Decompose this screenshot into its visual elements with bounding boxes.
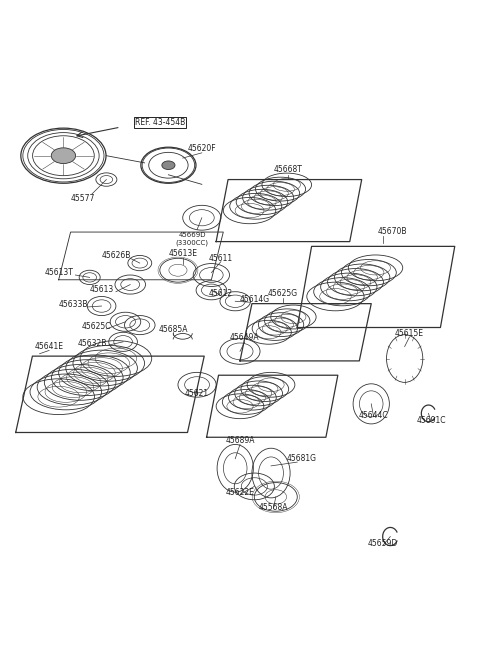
Text: 45612: 45612: [209, 288, 233, 297]
Text: 45614G: 45614G: [239, 295, 269, 304]
Text: 45622E: 45622E: [226, 489, 254, 498]
Text: 45633B: 45633B: [58, 300, 88, 309]
Text: 45620F: 45620F: [188, 144, 216, 153]
Text: 45613: 45613: [89, 285, 114, 293]
Ellipse shape: [162, 161, 175, 170]
Text: 45613E: 45613E: [168, 249, 197, 258]
Text: 45669D
(3300CC): 45669D (3300CC): [176, 232, 209, 246]
Text: 45681G: 45681G: [287, 454, 317, 463]
Text: 45632B: 45632B: [77, 339, 107, 348]
Text: 45644C: 45644C: [359, 411, 388, 420]
Text: 45625C: 45625C: [82, 322, 111, 331]
Text: 45670B: 45670B: [378, 227, 408, 236]
Text: REF. 43-454B: REF. 43-454B: [135, 118, 185, 127]
Text: 45615E: 45615E: [395, 329, 424, 338]
Text: 45577: 45577: [71, 194, 95, 203]
Text: 45668T: 45668T: [273, 166, 302, 174]
Ellipse shape: [51, 148, 75, 164]
Text: 45685A: 45685A: [158, 326, 188, 334]
Text: 45613T: 45613T: [44, 268, 73, 277]
Text: 45626B: 45626B: [101, 252, 131, 260]
Text: 45691C: 45691C: [416, 416, 445, 425]
Text: 45625G: 45625G: [268, 290, 298, 299]
Text: 45659D: 45659D: [368, 539, 398, 548]
Text: 45611: 45611: [209, 253, 233, 263]
Text: 45649A: 45649A: [230, 333, 260, 343]
Text: 45568A: 45568A: [259, 503, 288, 512]
Text: 45641E: 45641E: [35, 342, 64, 351]
Text: 45621: 45621: [185, 389, 209, 398]
Text: 45689A: 45689A: [225, 436, 255, 445]
